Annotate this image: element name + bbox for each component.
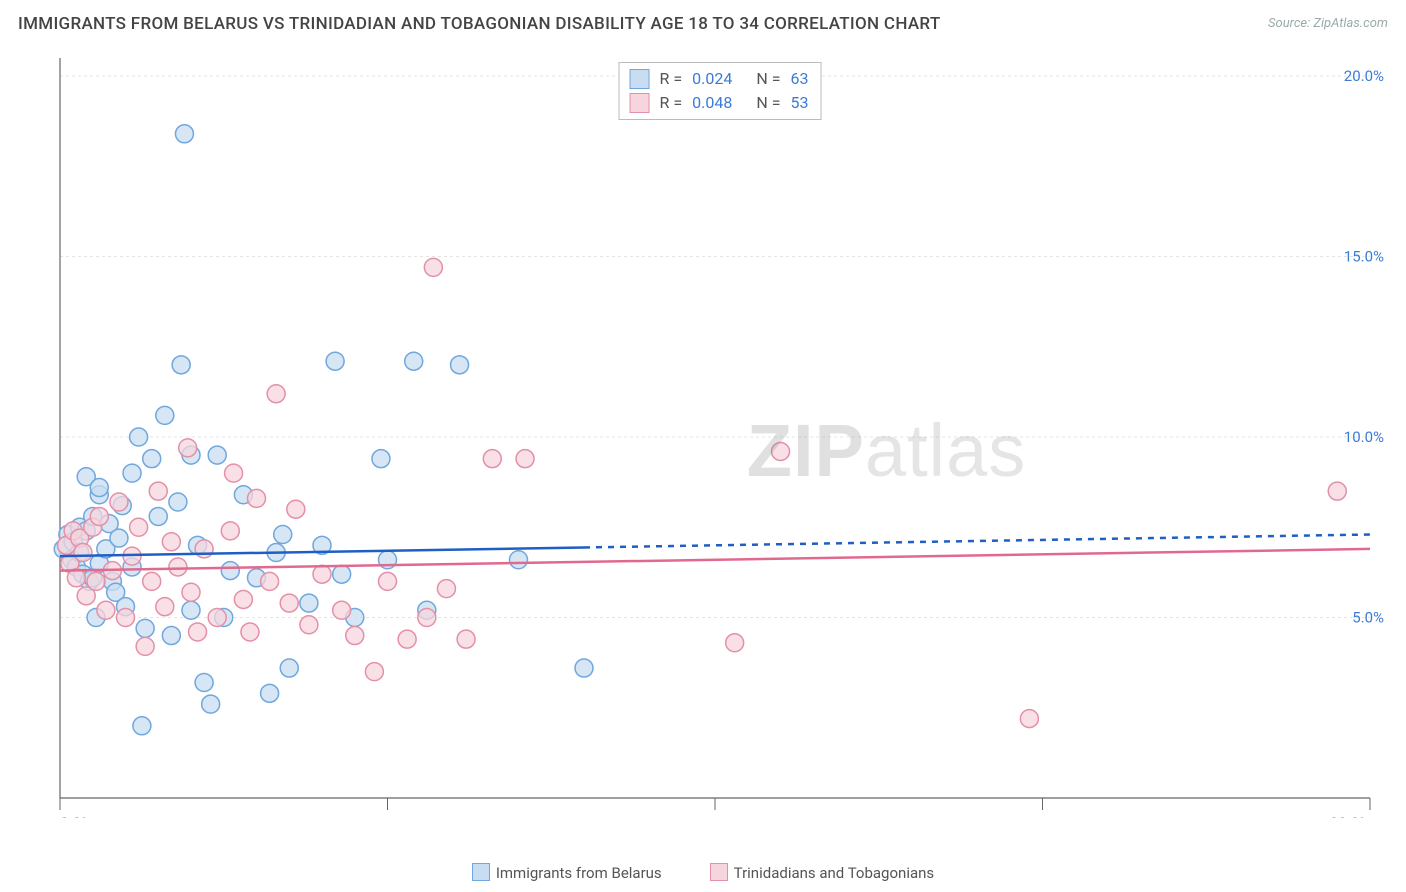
svg-text:20.0%: 20.0% <box>1330 814 1370 818</box>
svg-text:10.0%: 10.0% <box>1344 428 1384 446</box>
stats-legend: R = 0.024 N = 63 R = 0.048 N = 53 <box>619 62 822 120</box>
source-label: Source: ZipAtlas.com <box>1268 16 1388 31</box>
svg-text:0.0%: 0.0% <box>60 814 92 818</box>
legend-swatch <box>630 69 650 89</box>
legend-n-value: 53 <box>790 91 808 115</box>
svg-text:20.0%: 20.0% <box>1344 67 1384 85</box>
legend-n-value: 63 <box>790 67 808 91</box>
legend-n-label: N = <box>756 91 780 115</box>
legend-stat-row: R = 0.048 N = 53 <box>630 91 809 115</box>
legend-r-label: R = <box>660 91 683 115</box>
legend-stat-row: R = 0.024 N = 63 <box>630 67 809 91</box>
legend-label: Immigrants from Belarus <box>496 864 662 882</box>
legend-item: Trinidadians and Tobagonians <box>710 863 934 882</box>
legend-swatch <box>472 863 490 881</box>
legend-swatch <box>630 93 650 113</box>
legend-swatch <box>710 863 728 881</box>
legend-item: Immigrants from Belarus <box>472 863 662 882</box>
legend-r-label: R = <box>660 67 683 91</box>
legend-r-value: 0.048 <box>692 91 732 115</box>
legend-r-value: 0.024 <box>692 67 732 91</box>
legend-n-label: N = <box>756 67 780 91</box>
svg-text:5.0%: 5.0% <box>1352 609 1384 627</box>
correlation-chart: ZIPatlas 5.0%10.0%15.0%20.0%0.0%20.0% R … <box>50 58 1390 818</box>
legend-label: Trinidadians and Tobagonians <box>734 864 934 882</box>
series-legend: Immigrants from Belarus Trinidadians and … <box>0 858 1406 886</box>
chart-title: IMMIGRANTS FROM BELARUS VS TRINIDADIAN A… <box>18 14 941 34</box>
svg-text:15.0%: 15.0% <box>1344 248 1384 266</box>
scatter-plot: 5.0% 10.0% 15.0% 20.0% 0.0% 20.0% <box>50 58 1390 818</box>
